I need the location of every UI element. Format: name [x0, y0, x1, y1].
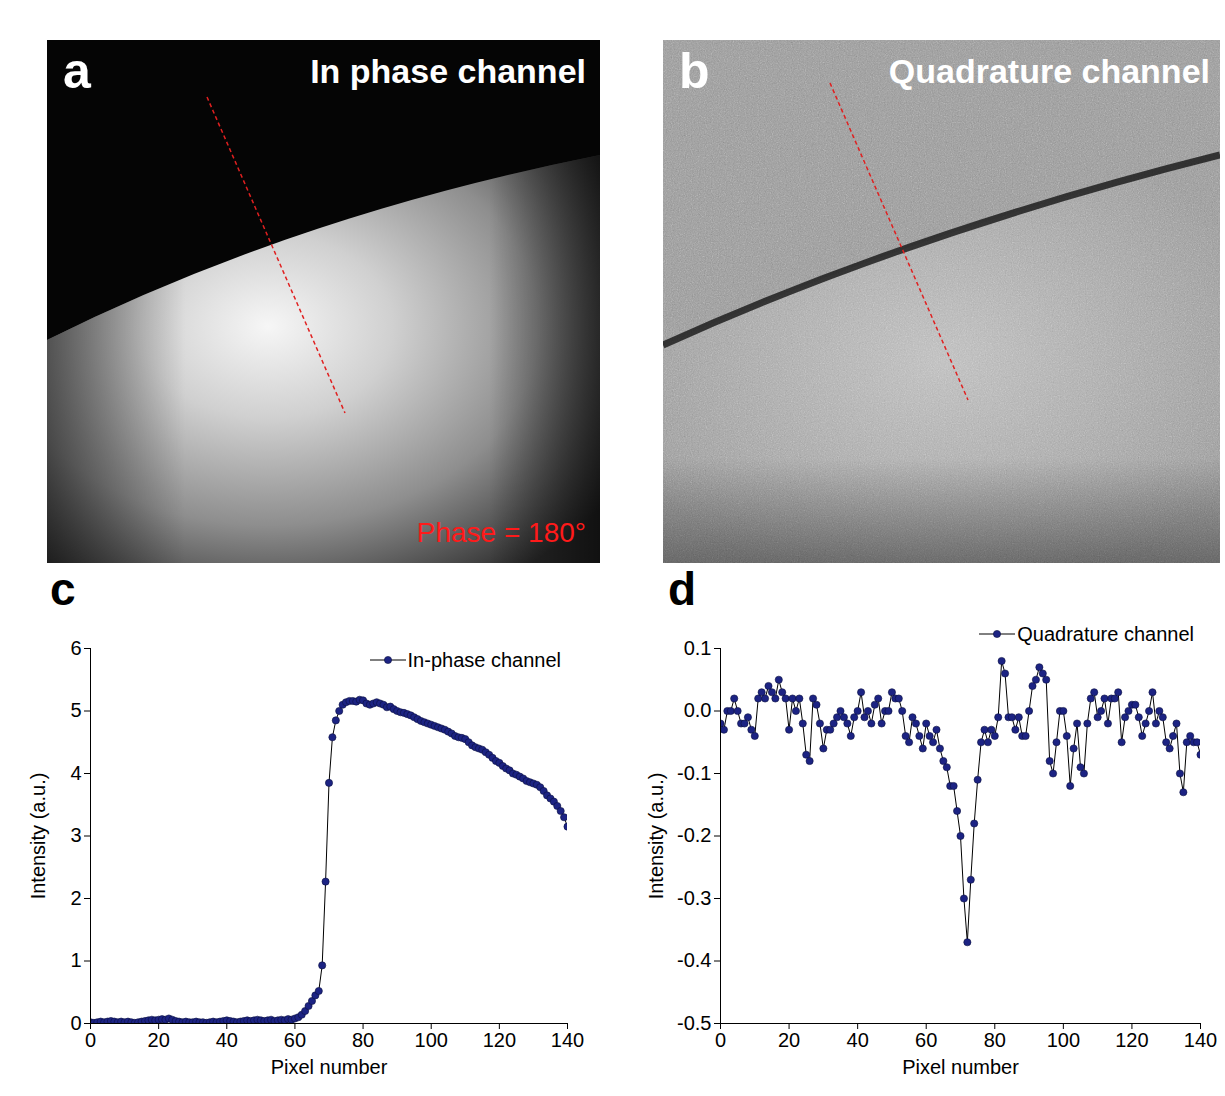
html-text:c: c: [50, 563, 76, 615]
svg-text:0.0: 0.0: [684, 699, 712, 721]
svg-text:40: 40: [847, 1029, 869, 1051]
svg-text:-0.3: -0.3: [677, 887, 711, 909]
svg-text:20: 20: [148, 1029, 170, 1051]
svg-text:20: 20: [778, 1029, 800, 1051]
html-text:d: d: [668, 563, 697, 615]
svg-text:140: 140: [1184, 1029, 1217, 1051]
svg-text:Pixel number: Pixel number: [902, 1056, 1019, 1078]
svg-text:5: 5: [70, 699, 81, 721]
svg-text:2: 2: [70, 887, 81, 909]
svg-text:6: 6: [70, 637, 81, 659]
svg-text:-0.5: -0.5: [677, 1012, 711, 1034]
svg-text:Pixel number: Pixel number: [271, 1056, 388, 1078]
html-text:Quadrature channel: Quadrature channel: [1017, 623, 1194, 645]
svg-text:100: 100: [415, 1029, 448, 1051]
html-text:In-phase channel: In-phase channel: [407, 649, 561, 671]
html-text:In phase channel: In phase channel: [310, 52, 586, 90]
svg-text:-0.1: -0.1: [677, 762, 711, 784]
svg-text:60: 60: [284, 1029, 306, 1051]
svg-text:140: 140: [551, 1029, 584, 1051]
html-text:Phase = 180°: Phase = 180°: [416, 517, 586, 548]
svg-text:80: 80: [352, 1029, 374, 1051]
svg-text:0.1: 0.1: [684, 637, 712, 659]
svg-text:1: 1: [70, 949, 81, 971]
svg-text:-0.4: -0.4: [677, 949, 711, 971]
html-text:a: a: [63, 43, 91, 99]
svg-text:100: 100: [1047, 1029, 1080, 1051]
svg-text:0: 0: [70, 1012, 81, 1034]
svg-text:-0.2: -0.2: [677, 824, 711, 846]
svg-text:80: 80: [984, 1029, 1006, 1051]
svg-text:120: 120: [1115, 1029, 1148, 1051]
svg-text:0: 0: [85, 1029, 96, 1051]
svg-text:Intensity (a.u.): Intensity (a.u.): [645, 773, 667, 900]
svg-text:4: 4: [70, 762, 81, 784]
svg-text:60: 60: [915, 1029, 937, 1051]
svg-text:0: 0: [715, 1029, 726, 1051]
svg-text:120: 120: [483, 1029, 516, 1051]
svg-text:40: 40: [216, 1029, 238, 1051]
html-text:Quadrature channel: Quadrature channel: [888, 52, 1210, 90]
html-text:b: b: [679, 43, 710, 99]
svg-text:Intensity (a.u.): Intensity (a.u.): [27, 773, 49, 900]
svg-text:3: 3: [70, 824, 81, 846]
